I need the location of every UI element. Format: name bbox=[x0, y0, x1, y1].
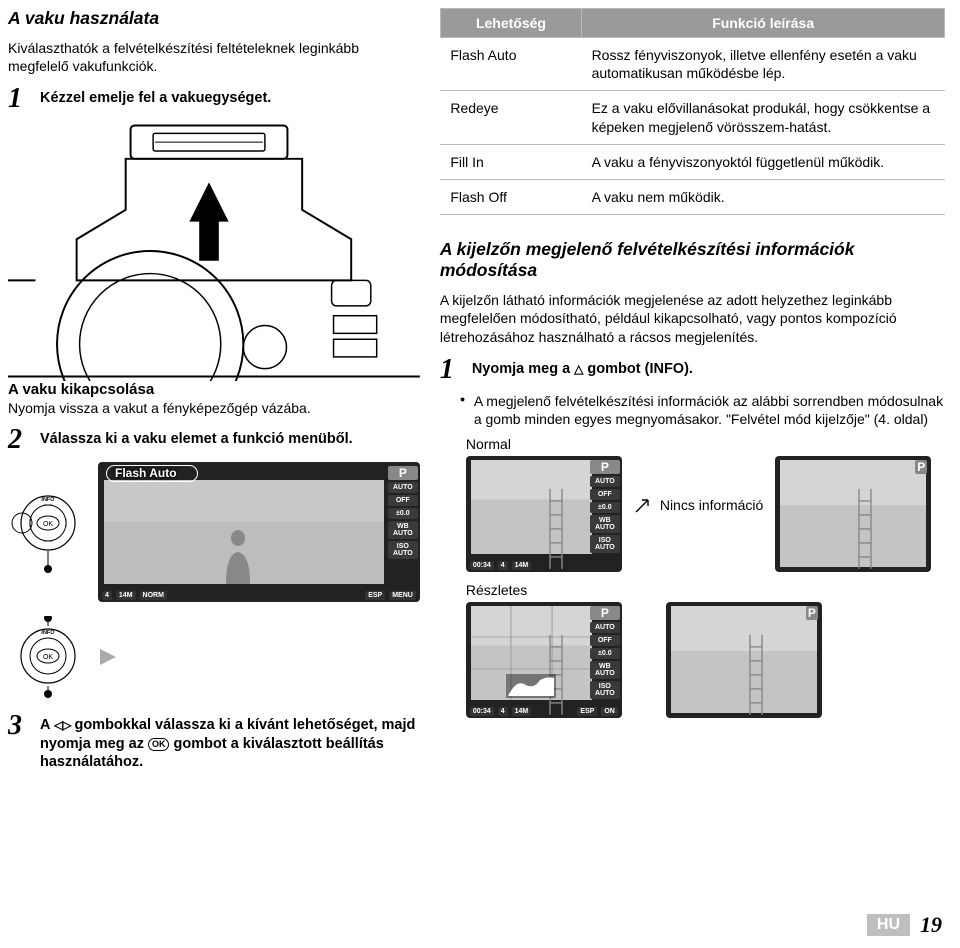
svg-text:INFO: INFO bbox=[41, 497, 55, 503]
control-dial-info: OK INFO bbox=[8, 491, 80, 573]
ok-icon: OK bbox=[148, 738, 170, 751]
screen-normal: P AUTO OFF ±0.0 WB AUTO ISO AUTO 00:34 4… bbox=[466, 456, 622, 572]
th-option: Lehetőség bbox=[440, 9, 581, 38]
chip-off: OFF bbox=[388, 495, 418, 506]
step1-text: Kézzel emelje fel a vakuegységet. bbox=[40, 85, 420, 107]
sub-text: Nyomja vissza a vakut a fényképezőgép vá… bbox=[8, 400, 420, 416]
step-r1-text: Nyomja meg a gombot (INFO). bbox=[472, 356, 945, 378]
heading-flash-use: A vaku használata bbox=[8, 8, 420, 29]
chip-p: P bbox=[388, 466, 418, 480]
chip-size: 14M bbox=[116, 591, 136, 600]
svg-text:INFO: INFO bbox=[41, 630, 55, 636]
options-table: Lehetőség Funkció leírása Flash AutoRoss… bbox=[440, 8, 945, 215]
desc-fill-in: A vaku a fényviszonyoktól függetlenül mű… bbox=[582, 144, 945, 179]
chip-menu: MENU bbox=[389, 591, 416, 600]
svg-text:OK: OK bbox=[43, 654, 53, 661]
lcd-screen-flash-menu: Flash Auto P AUTO OFF ±0.0 WB AUTO ISO A… bbox=[98, 462, 420, 602]
svg-text:OK: OK bbox=[43, 521, 53, 528]
arrow-diag-icon bbox=[634, 496, 654, 514]
opt-flash-auto: Flash Auto bbox=[440, 38, 581, 91]
screen-no-info: P bbox=[775, 456, 931, 572]
step-r1-sub: A megjelenő felvételkészítési információ… bbox=[440, 392, 945, 428]
page-footer: HU 19 bbox=[867, 912, 942, 938]
step-number-2: 2 bbox=[8, 426, 32, 454]
desc-flash-auto: Rossz fényviszonyok, illetve ellenfény e… bbox=[582, 38, 945, 91]
chip-ev: ±0.0 bbox=[388, 508, 418, 519]
chip-esp: ESP bbox=[365, 591, 385, 600]
footer-lang: HU bbox=[867, 914, 910, 936]
footer-page: 19 bbox=[920, 912, 942, 938]
screen-detailed-2: P bbox=[666, 602, 822, 718]
chip-four: 4 bbox=[102, 591, 112, 600]
camera-illustration bbox=[8, 121, 420, 381]
screen-title: Flash Auto bbox=[106, 466, 198, 480]
intro-para: Kiválaszthatók a felvételkészítési felté… bbox=[8, 39, 420, 75]
step2-text: Válassza ki a vaku elemet a funkció menü… bbox=[40, 426, 420, 448]
heading-display-info: A kijelzőn megjelenő felvételkészítési i… bbox=[440, 239, 945, 281]
sub-heading-flash-off: A vaku kikapcsolása bbox=[8, 381, 420, 398]
control-dial-down: OK INFO bbox=[8, 616, 80, 698]
th-desc: Funkció leírása bbox=[582, 9, 945, 38]
chip-wb: WB AUTO bbox=[388, 521, 418, 539]
label-detailed: Részletes bbox=[466, 582, 945, 598]
label-normal: Normal bbox=[466, 436, 945, 452]
step-number-1: 1 bbox=[8, 85, 32, 113]
histogram-icon bbox=[506, 674, 556, 698]
opt-flash-off: Flash Off bbox=[440, 179, 581, 214]
opt-fill-in: Fill In bbox=[440, 144, 581, 179]
chip-auto: AUTO bbox=[388, 482, 418, 493]
label-no-info: Nincs információ bbox=[660, 497, 763, 513]
step-number-3: 3 bbox=[8, 712, 32, 740]
para-display-info: A kijelzőn látható információk megjelené… bbox=[440, 291, 945, 346]
chip-iso: ISO AUTO bbox=[388, 541, 418, 559]
desc-flash-off: A vaku nem működik. bbox=[582, 179, 945, 214]
step3-text: A gombokkal válassza ki a kívánt lehetős… bbox=[40, 712, 420, 770]
desc-redeye: Ez a vaku elővillanásokat produkál, hogy… bbox=[582, 91, 945, 144]
screen-detailed-1: P AUTO OFF ±0.0 WB AUTO ISO AUTO 00:34 4… bbox=[466, 602, 622, 718]
triangle-up-icon bbox=[574, 361, 583, 377]
step-number-r1: 1 bbox=[440, 356, 464, 384]
lr-arrows-icon bbox=[54, 717, 70, 733]
arrow-right-icon bbox=[98, 645, 122, 669]
opt-redeye: Redeye bbox=[440, 91, 581, 144]
chip-norm: NORM bbox=[140, 591, 167, 600]
